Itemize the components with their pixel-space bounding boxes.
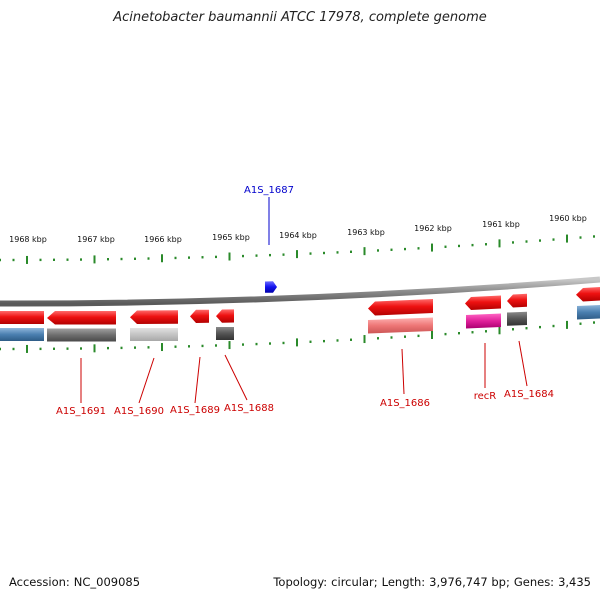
genome-summary: Topology: circular; Length: 3,976,747 bp; Ge… [273,575,591,589]
gene-label-A1S_1684[interactable]: A1S_1684 [504,389,554,400]
scale-label: 1965 kbp [212,233,250,242]
accession-info: Accession: NC_009085 [9,575,140,589]
accession-label: Accession: [9,575,70,589]
leader-A1S_1686 [401,348,405,395]
gene-arrow-A1S_1689[interactable] [130,310,178,324]
gene-label-A1S_1686[interactable]: A1S_1686 [380,398,430,409]
gene-label-recR[interactable]: recR [474,391,497,402]
scale-label: 1962 kbp [414,224,452,233]
leader-A1S_1688 [224,354,248,401]
gene-arrow-A1S_1690[interactable] [47,311,116,325]
genome-backbone [0,276,600,307]
gene-label-A1S_1687[interactable]: A1S_1687 [244,185,294,196]
scale-label: 1964 kbp [279,231,317,240]
scale-label: 1960 kbp [549,214,587,223]
scale-label: 1966 kbp [144,235,182,244]
leader-A1S_1684 [518,340,528,387]
scale-label: 1968 kbp [9,235,47,244]
cog-block-A1S_1688 [216,327,234,340]
gene-arrow-A1S_1684[interactable] [507,293,527,308]
scale-label: 1963 kbp [347,228,385,237]
cog-block-A1S_1684 [507,311,527,326]
cog-block-A1S_1690 [47,328,116,342]
length-value: 3,976,747 bp [429,575,506,589]
genes-value: 3,435 [558,575,591,589]
gene-arrow-A1S_1687b[interactable] [216,309,234,323]
gene-arrow-A1S_1687[interactable] [265,281,277,293]
cog-block-A1S_1686 [368,317,433,334]
scale-label: 1961 kbp [482,220,520,229]
topology-value: circular [331,575,374,589]
gene-label-A1S_1690[interactable]: A1S_1690 [114,406,164,417]
cog-block-A1S_1689 [130,328,178,341]
gene-label-A1S_1691[interactable]: A1S_1691 [56,406,106,417]
cog-block-recR [466,313,501,329]
gene-arrow-recR[interactable] [465,295,501,311]
gene-label-A1S_1689[interactable]: A1S_1689 [170,405,220,416]
gene-labels: A1S_1687 A1S_1691 A1S_1690 A1S_1689 A1S_… [56,185,554,417]
label-leaders [80,197,528,404]
leader-A1S_1689 [194,356,201,404]
cog-block-edge [577,305,600,320]
leader-A1S_1690 [138,357,155,404]
topology-label: Topology: [273,575,328,589]
genes-label: Genes: [513,575,555,589]
gene-arrow-edge[interactable] [576,287,600,302]
inner-scale-ticks [0,320,595,353]
length-label: Length: [381,575,426,589]
outer-scale-ticks [0,234,595,264]
accession-value: NC_009085 [73,575,141,589]
cog-block-A1S_1691 [0,328,44,341]
gene-arrow-A1S_1688[interactable] [190,309,209,323]
scale-labels: 1968 kbp 1967 kbp 1966 kbp 1965 kbp 1964… [9,214,587,244]
gene-label-A1S_1688[interactable]: A1S_1688 [224,403,274,414]
gene-arrow-A1S_1691[interactable] [0,311,44,324]
scale-label: 1967 kbp [77,235,115,244]
gene-arrow-A1S_1686[interactable] [368,299,433,316]
map-title: Acinetobacter baumannii ATCC 17978, comp… [113,10,487,25]
